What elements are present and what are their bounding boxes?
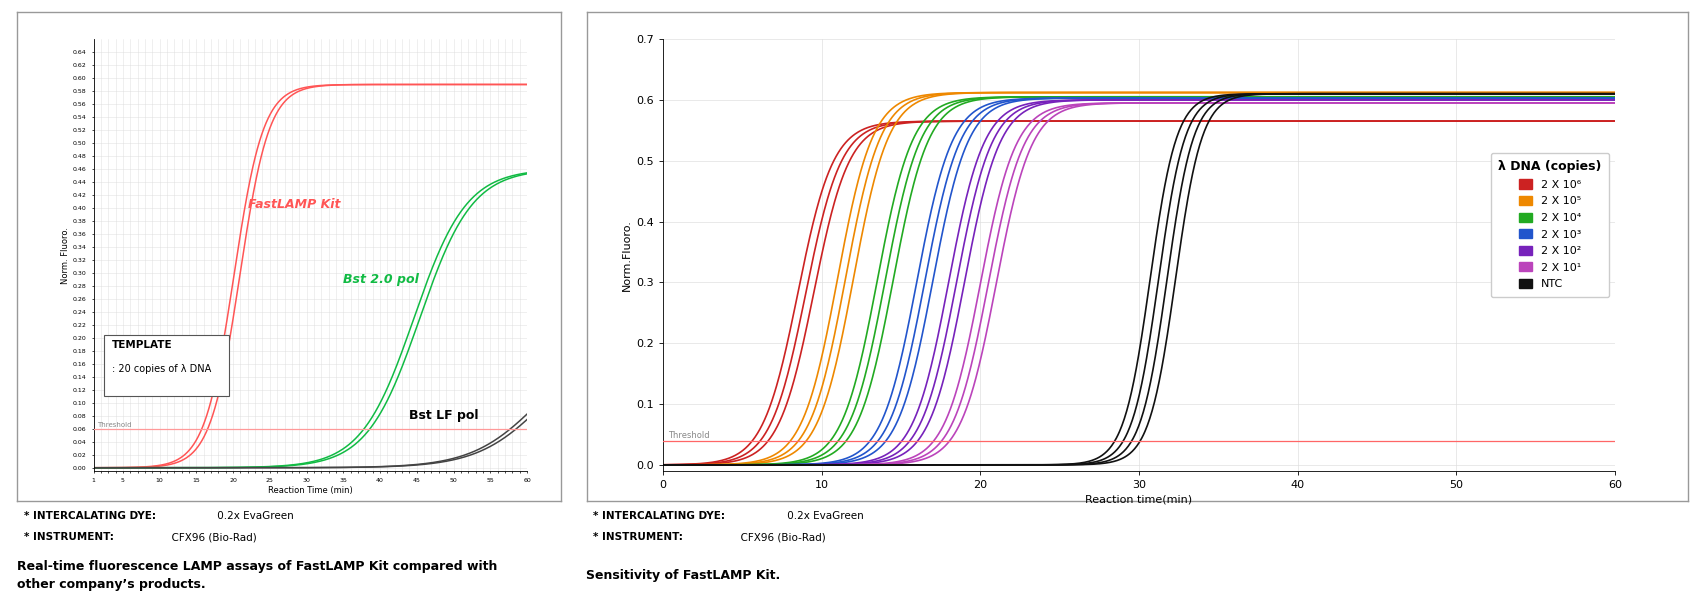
Text: other company’s products.: other company’s products.: [17, 578, 206, 591]
Text: 0.2x EvaGreen: 0.2x EvaGreen: [214, 511, 294, 521]
Text: Threshold: Threshold: [668, 431, 709, 440]
Text: FastLAMP Kit: FastLAMP Kit: [248, 198, 340, 211]
Text: CFX96 (Bio-Rad): CFX96 (Bio-Rad): [165, 532, 257, 542]
Text: * INTERCALATING DYE:: * INTERCALATING DYE:: [593, 511, 726, 521]
Y-axis label: Norm. Fluoro.: Norm. Fluoro.: [61, 226, 70, 283]
Text: Real-time fluorescence LAMP assays of FastLAMP Kit compared with: Real-time fluorescence LAMP assays of Fa…: [17, 560, 498, 573]
FancyBboxPatch shape: [104, 335, 230, 396]
X-axis label: Reaction Time (min): Reaction Time (min): [269, 486, 352, 495]
Text: : 20 copies of λ DNA: : 20 copies of λ DNA: [112, 364, 211, 374]
Text: 0.2x EvaGreen: 0.2x EvaGreen: [784, 511, 864, 521]
Text: * INSTRUMENT:: * INSTRUMENT:: [593, 532, 683, 542]
Text: Bst 2.0 pol: Bst 2.0 pol: [343, 272, 420, 286]
Text: * INSTRUMENT:: * INSTRUMENT:: [24, 532, 114, 542]
X-axis label: Reaction time(min): Reaction time(min): [1085, 494, 1193, 504]
Text: Bst LF pol: Bst LF pol: [410, 409, 479, 422]
Text: * INTERCALATING DYE:: * INTERCALATING DYE:: [24, 511, 156, 521]
Text: Threshold: Threshold: [97, 422, 131, 428]
Legend: 2 X 10⁶, 2 X 10⁵, 2 X 10⁴, 2 X 10³, 2 X 10², 2 X 10¹, NTC: 2 X 10⁶, 2 X 10⁵, 2 X 10⁴, 2 X 10³, 2 X …: [1491, 152, 1610, 297]
Text: CFX96 (Bio-Rad): CFX96 (Bio-Rad): [734, 532, 826, 542]
Text: Sensitivity of FastLAMP Kit.: Sensitivity of FastLAMP Kit.: [586, 569, 780, 582]
Text: TEMPLATE: TEMPLATE: [112, 340, 172, 350]
Y-axis label: Norm.Fluoro.: Norm.Fluoro.: [622, 219, 632, 291]
